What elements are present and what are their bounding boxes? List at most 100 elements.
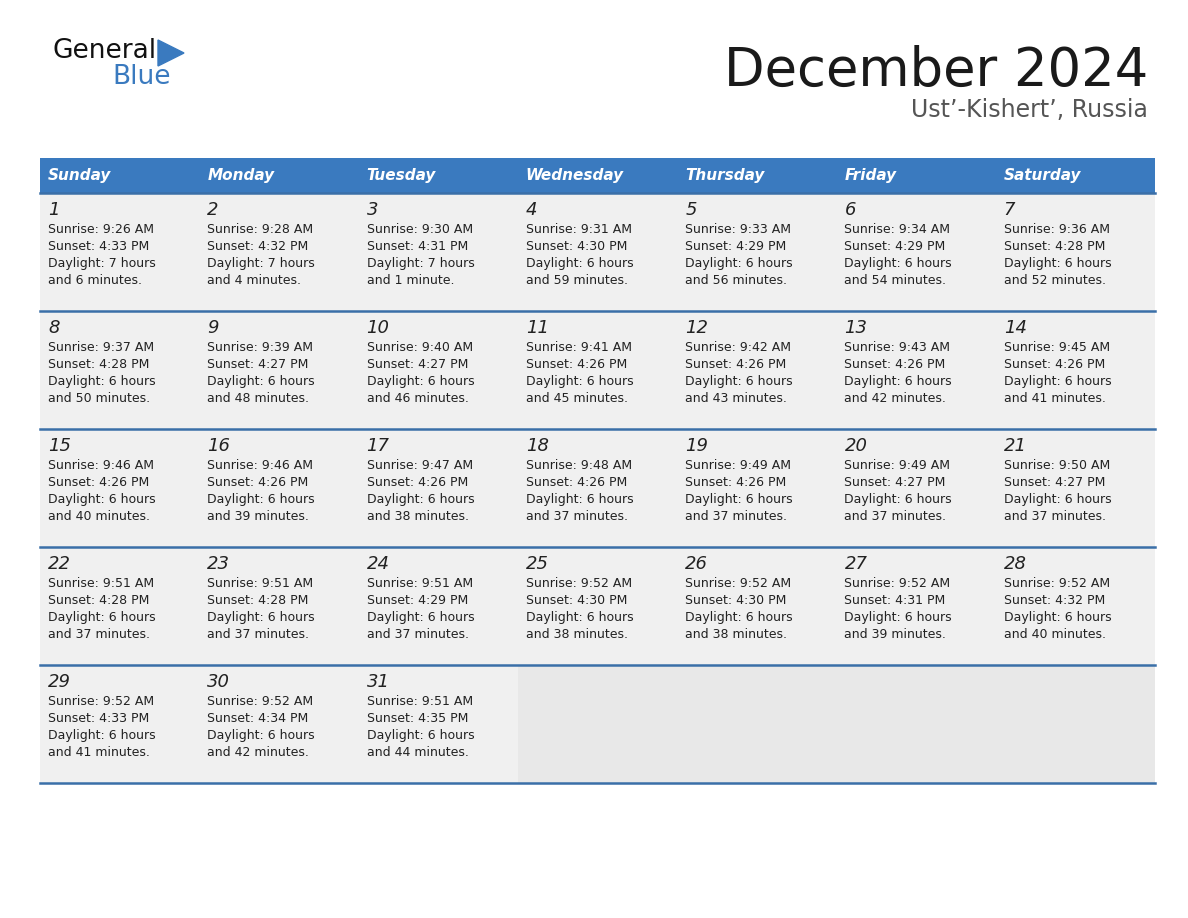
Text: Daylight: 7 hours: Daylight: 7 hours: [367, 257, 474, 270]
Bar: [518, 311, 677, 429]
Text: and 37 minutes.: and 37 minutes.: [845, 510, 947, 523]
Text: Sunrise: 9:51 AM: Sunrise: 9:51 AM: [207, 577, 314, 590]
Bar: [40, 547, 200, 665]
Bar: [677, 311, 836, 429]
Text: Sunset: 4:26 PM: Sunset: 4:26 PM: [526, 476, 627, 489]
Text: Daylight: 6 hours: Daylight: 6 hours: [367, 729, 474, 742]
Text: Sunrise: 9:31 AM: Sunrise: 9:31 AM: [526, 223, 632, 236]
Text: and 4 minutes.: and 4 minutes.: [207, 274, 302, 287]
Text: 16: 16: [207, 437, 230, 455]
Text: Sunset: 4:28 PM: Sunset: 4:28 PM: [48, 594, 150, 607]
Text: Thursday: Thursday: [685, 168, 765, 183]
Text: Daylight: 6 hours: Daylight: 6 hours: [685, 375, 792, 388]
Bar: [677, 665, 836, 783]
Text: 5: 5: [685, 201, 696, 219]
Text: 21: 21: [1004, 437, 1026, 455]
Text: Sunrise: 9:49 AM: Sunrise: 9:49 AM: [845, 459, 950, 472]
Text: and 48 minutes.: and 48 minutes.: [207, 392, 309, 405]
Bar: [200, 429, 359, 547]
Text: Daylight: 6 hours: Daylight: 6 hours: [1004, 375, 1111, 388]
Text: Monday: Monday: [207, 168, 274, 183]
Bar: [677, 158, 836, 193]
Bar: [200, 547, 359, 665]
Text: Sunset: 4:26 PM: Sunset: 4:26 PM: [1004, 358, 1105, 371]
Text: Sunrise: 9:42 AM: Sunrise: 9:42 AM: [685, 341, 791, 354]
Text: Sunset: 4:27 PM: Sunset: 4:27 PM: [367, 358, 468, 371]
Text: Sunrise: 9:46 AM: Sunrise: 9:46 AM: [207, 459, 314, 472]
Bar: [836, 665, 996, 783]
Text: 11: 11: [526, 319, 549, 337]
Text: Sunrise: 9:37 AM: Sunrise: 9:37 AM: [48, 341, 154, 354]
Text: Sunset: 4:27 PM: Sunset: 4:27 PM: [845, 476, 946, 489]
Text: Sunset: 4:31 PM: Sunset: 4:31 PM: [367, 240, 468, 253]
Text: Sunrise: 9:49 AM: Sunrise: 9:49 AM: [685, 459, 791, 472]
Text: Sunset: 4:26 PM: Sunset: 4:26 PM: [48, 476, 150, 489]
Text: Daylight: 6 hours: Daylight: 6 hours: [526, 493, 633, 506]
Text: Sunset: 4:27 PM: Sunset: 4:27 PM: [1004, 476, 1105, 489]
Text: and 37 minutes.: and 37 minutes.: [526, 510, 627, 523]
Text: 20: 20: [845, 437, 867, 455]
Bar: [200, 158, 359, 193]
Text: Sunset: 4:29 PM: Sunset: 4:29 PM: [845, 240, 946, 253]
Bar: [996, 311, 1155, 429]
Text: and 54 minutes.: and 54 minutes.: [845, 274, 947, 287]
Text: 18: 18: [526, 437, 549, 455]
Polygon shape: [158, 40, 184, 66]
Text: 3: 3: [367, 201, 378, 219]
Text: Sunset: 4:29 PM: Sunset: 4:29 PM: [685, 240, 786, 253]
Text: Sunset: 4:26 PM: Sunset: 4:26 PM: [207, 476, 309, 489]
Bar: [200, 665, 359, 783]
Text: 27: 27: [845, 555, 867, 573]
Text: 2: 2: [207, 201, 219, 219]
Text: Daylight: 6 hours: Daylight: 6 hours: [1004, 493, 1111, 506]
Bar: [359, 665, 518, 783]
Bar: [996, 158, 1155, 193]
Text: Daylight: 6 hours: Daylight: 6 hours: [48, 375, 156, 388]
Text: Sunrise: 9:48 AM: Sunrise: 9:48 AM: [526, 459, 632, 472]
Text: and 6 minutes.: and 6 minutes.: [48, 274, 143, 287]
Text: Sunday: Sunday: [48, 168, 112, 183]
Text: Sunset: 4:26 PM: Sunset: 4:26 PM: [367, 476, 468, 489]
Bar: [200, 311, 359, 429]
Text: Sunrise: 9:34 AM: Sunrise: 9:34 AM: [845, 223, 950, 236]
Text: and 40 minutes.: and 40 minutes.: [48, 510, 150, 523]
Text: Friday: Friday: [845, 168, 897, 183]
Bar: [518, 193, 677, 311]
Text: and 39 minutes.: and 39 minutes.: [207, 510, 309, 523]
Text: 23: 23: [207, 555, 230, 573]
Text: 19: 19: [685, 437, 708, 455]
Text: Sunset: 4:33 PM: Sunset: 4:33 PM: [48, 712, 150, 725]
Text: and 45 minutes.: and 45 minutes.: [526, 392, 627, 405]
Text: and 38 minutes.: and 38 minutes.: [685, 628, 788, 641]
Text: Sunrise: 9:33 AM: Sunrise: 9:33 AM: [685, 223, 791, 236]
Text: and 50 minutes.: and 50 minutes.: [48, 392, 150, 405]
Bar: [836, 311, 996, 429]
Text: Sunset: 4:30 PM: Sunset: 4:30 PM: [526, 594, 627, 607]
Text: 14: 14: [1004, 319, 1026, 337]
Text: and 38 minutes.: and 38 minutes.: [367, 510, 468, 523]
Text: and 42 minutes.: and 42 minutes.: [207, 746, 309, 759]
Text: and 41 minutes.: and 41 minutes.: [48, 746, 150, 759]
Text: Sunset: 4:32 PM: Sunset: 4:32 PM: [1004, 594, 1105, 607]
Bar: [518, 665, 677, 783]
Bar: [836, 158, 996, 193]
Text: Wednesday: Wednesday: [526, 168, 624, 183]
Text: 22: 22: [48, 555, 71, 573]
Text: Sunset: 4:28 PM: Sunset: 4:28 PM: [1004, 240, 1105, 253]
Text: Daylight: 7 hours: Daylight: 7 hours: [207, 257, 315, 270]
Text: Sunrise: 9:43 AM: Sunrise: 9:43 AM: [845, 341, 950, 354]
Text: Daylight: 6 hours: Daylight: 6 hours: [845, 611, 952, 624]
Text: Sunrise: 9:36 AM: Sunrise: 9:36 AM: [1004, 223, 1110, 236]
Text: 26: 26: [685, 555, 708, 573]
Bar: [836, 193, 996, 311]
Text: Sunset: 4:30 PM: Sunset: 4:30 PM: [685, 594, 786, 607]
Text: Sunrise: 9:51 AM: Sunrise: 9:51 AM: [367, 577, 473, 590]
Bar: [200, 193, 359, 311]
Text: 9: 9: [207, 319, 219, 337]
Bar: [518, 547, 677, 665]
Text: Sunrise: 9:51 AM: Sunrise: 9:51 AM: [367, 695, 473, 708]
Text: Daylight: 6 hours: Daylight: 6 hours: [367, 493, 474, 506]
Bar: [996, 193, 1155, 311]
Text: Sunset: 4:30 PM: Sunset: 4:30 PM: [526, 240, 627, 253]
Text: Sunrise: 9:52 AM: Sunrise: 9:52 AM: [845, 577, 950, 590]
